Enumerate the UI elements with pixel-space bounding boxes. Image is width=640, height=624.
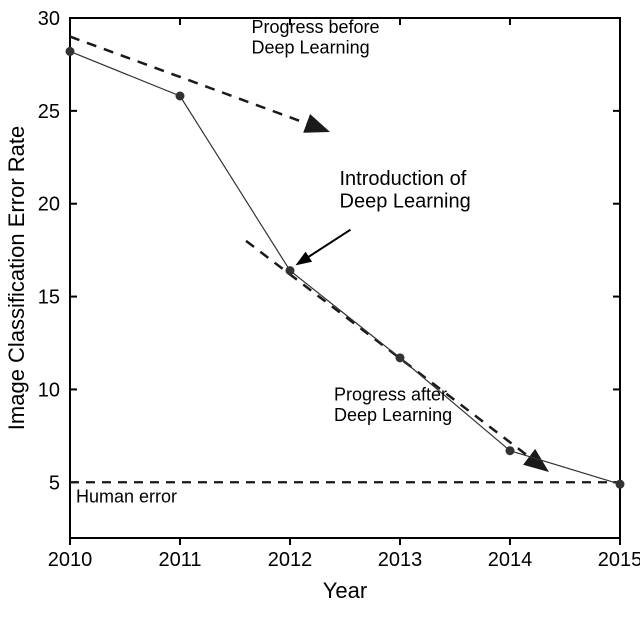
annotation-progress-after-l1: Progress after [334,385,447,405]
y-tick-label: 25 [38,101,60,123]
x-axis-title: Year [323,578,367,603]
annotation-progress-before-l2: Deep Learning [252,37,370,57]
line-chart: 2010 2011 2012 2013 2014 2015 5 10 15 20 25 30 Year I… [0,0,640,624]
annotation-human-error: Human error [76,486,177,506]
x-tick-label: 2015 [598,549,640,571]
y-tick-label: 15 [38,287,60,309]
y-axis-title: Image Classification Error Rate [4,126,29,430]
chart-container: 2010 2011 2012 2013 2014 2015 5 10 15 20 25 30 Year I… [0,0,640,624]
data-point [286,267,294,275]
y-tick-label: 30 [38,8,60,30]
data-point [176,92,184,100]
annotation-progress-before-l1: Progress before [252,17,380,37]
plot-frame [70,18,620,538]
data-point [396,354,404,362]
annotation-intro-l2: Deep Learning [340,190,471,212]
y-tick-label: 5 [49,472,60,494]
data-point [616,480,624,488]
x-tick-label: 2010 [48,549,93,571]
data-point [66,47,74,55]
x-tick-label: 2014 [488,549,533,571]
x-tick-label: 2013 [378,549,423,571]
intro-arrow [299,230,351,263]
trend-before-arrow [310,125,323,130]
data-point [506,447,514,455]
annotation-progress-after-l2: Deep Learning [334,405,452,425]
y-tick-label: 10 [38,379,60,401]
x-tick-label: 2011 [158,549,201,571]
x-tick-label: 2012 [268,549,313,571]
y-tick-label: 20 [38,194,60,216]
annotation-intro-l1: Introduction of [340,168,467,190]
